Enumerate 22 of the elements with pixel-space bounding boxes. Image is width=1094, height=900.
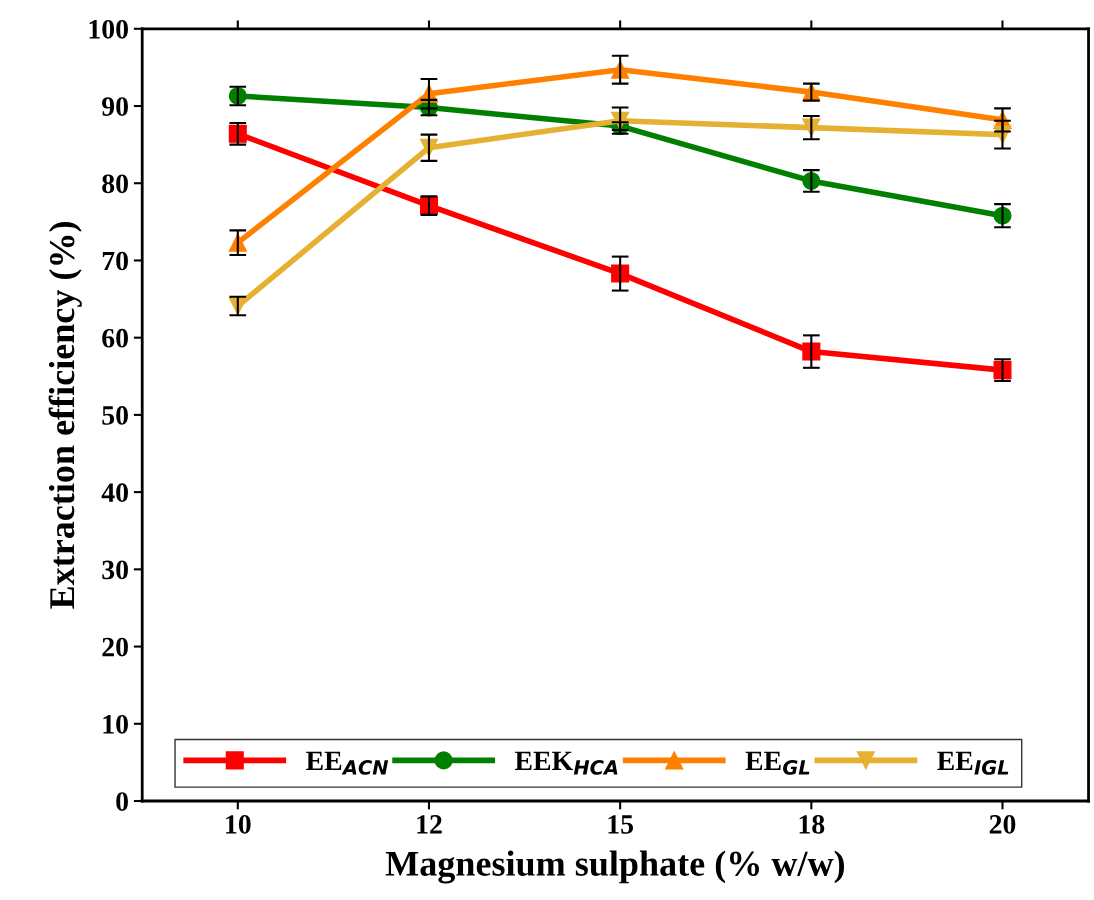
x-tick-label: 18 xyxy=(799,815,825,834)
y-tick-label: 20 xyxy=(102,637,128,657)
x-tick-label: 12 xyxy=(417,815,442,834)
x-axis-title: Magnesium sulphate (% w/w) xyxy=(385,850,845,884)
x-tick-label: 15 xyxy=(608,815,634,834)
y-tick-label: 0 xyxy=(116,792,128,811)
legend-label: EE$_{IGL}$ xyxy=(937,751,1009,775)
y-tick-label: 70 xyxy=(102,251,128,271)
legend-label: EE$_{GL}$ xyxy=(745,751,810,775)
y-axis-title: Extraction efficiency (%) xyxy=(48,221,82,609)
y-tick-label: 90 xyxy=(102,97,128,116)
y-tick-label: 60 xyxy=(102,328,128,348)
y-tick-label: 80 xyxy=(102,174,128,194)
y-tick-label: 40 xyxy=(101,483,128,503)
x-tick-label: 10 xyxy=(226,815,251,834)
y-tick-label: 50 xyxy=(102,406,128,425)
legend-label: EE$_{ACN}$ xyxy=(306,751,389,775)
y-tick-label: 100 xyxy=(89,19,128,39)
y-tick-label: 30 xyxy=(102,560,128,580)
y-tick-label: 10 xyxy=(103,714,128,734)
legend-label: EEK$_{HCA}$ xyxy=(514,751,618,775)
x-tick-label: 20 xyxy=(989,815,1016,834)
